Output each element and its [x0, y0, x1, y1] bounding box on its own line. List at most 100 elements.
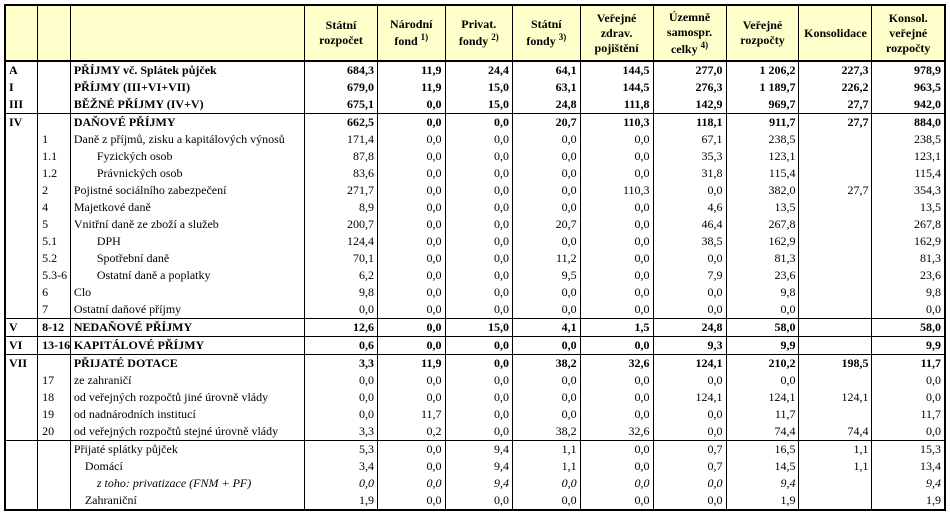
row-label: z toho: privatizace (FNM + PF)	[70, 475, 304, 492]
cell-value: 31,8	[653, 165, 726, 182]
cell-value: 0,0	[305, 372, 378, 389]
table-row: IIIBĚŽNÉ PŘÍJMY (IV+V)675,10,015,024,811…	[5, 96, 945, 114]
cell-value	[799, 492, 872, 510]
cell-value: 0,0	[305, 475, 378, 492]
cell-value: 11,9	[377, 355, 445, 373]
cell-value: 0,0	[445, 199, 513, 216]
row-num: 8-12	[38, 319, 71, 337]
cell-value: 6,2	[305, 267, 378, 284]
row-roman	[5, 301, 38, 319]
cell-value: 0,0	[377, 165, 445, 182]
cell-value: 0,0	[580, 406, 653, 423]
cell-value: 24,4	[445, 61, 513, 79]
row-num: 5.3-6	[38, 267, 71, 284]
cell-value: 675,1	[305, 96, 378, 114]
cell-value	[799, 372, 872, 389]
cell-value: 111,8	[580, 96, 653, 114]
cell-value: 124,1	[653, 355, 726, 373]
cell-value: 9,8	[726, 284, 799, 301]
cell-value: 0,0	[513, 148, 581, 165]
cell-value: 0,0	[872, 389, 945, 406]
cell-value: 382,0	[726, 182, 799, 199]
row-roman: VI	[5, 337, 38, 355]
cell-value: 0,0	[580, 389, 653, 406]
row-roman	[5, 423, 38, 441]
cell-value: 9,4	[445, 441, 513, 459]
table-row: Přijaté splátky půjček5,30,09,41,10,00,7…	[5, 441, 945, 459]
row-roman: I	[5, 79, 38, 96]
row-label: NEDAŇOVÉ PŘÍJMY	[70, 319, 304, 337]
cell-value: 0,0	[445, 492, 513, 510]
cell-value: 15,0	[445, 79, 513, 96]
cell-value	[799, 406, 872, 423]
cell-value: 162,9	[872, 233, 945, 250]
cell-value	[799, 301, 872, 319]
cell-value: 27,7	[799, 182, 872, 199]
cell-value: 238,5	[872, 131, 945, 148]
row-label: Zahraniční	[70, 492, 304, 510]
table-row: IPŘÍJMY (III+VI+VII)679,011,915,063,1144…	[5, 79, 945, 96]
cell-value: 0,0	[377, 199, 445, 216]
row-roman	[5, 475, 38, 492]
cell-value: 27,7	[799, 114, 872, 132]
row-label: Domácí	[70, 458, 304, 475]
row-label: KAPITÁLOVÉ PŘÍJMY	[70, 337, 304, 355]
table-row: Domácí3,40,09,41,10,00,714,51,113,4	[5, 458, 945, 475]
cell-value: 12,6	[305, 319, 378, 337]
cell-value: 0,0	[580, 216, 653, 233]
cell-value: 0,0	[445, 216, 513, 233]
cell-value: 11,9	[377, 61, 445, 79]
row-roman	[5, 148, 38, 165]
cell-value: 24,8	[513, 96, 581, 114]
cell-value: 0,0	[580, 284, 653, 301]
cell-value: 9,8	[305, 284, 378, 301]
cell-value: 11,7	[872, 406, 945, 423]
cell-value: 210,2	[726, 355, 799, 373]
cell-value: 0,0	[726, 372, 799, 389]
row-roman	[5, 406, 38, 423]
cell-value: 0,0	[653, 406, 726, 423]
cell-value: 87,8	[305, 148, 378, 165]
table-row: 18od veřejných rozpočtů jiné úrovně vlád…	[5, 389, 945, 406]
row-num: 4	[38, 199, 71, 216]
cell-value: 23,6	[726, 267, 799, 284]
row-num	[38, 441, 71, 459]
cell-value: 9,4	[445, 475, 513, 492]
col-header-0	[5, 5, 38, 61]
cell-value: 124,1	[799, 389, 872, 406]
row-roman	[5, 284, 38, 301]
cell-value: 0,0	[377, 182, 445, 199]
cell-value: 15,3	[872, 441, 945, 459]
row-num	[38, 458, 71, 475]
cell-value: 1,9	[872, 492, 945, 510]
cell-value	[799, 475, 872, 492]
cell-value: 24,8	[653, 319, 726, 337]
row-roman: A	[5, 61, 38, 79]
row-num: 19	[38, 406, 71, 423]
row-label: Daně z příjmů, zisku a kapitálových výno…	[70, 131, 304, 148]
row-label: Přijaté splátky půjček	[70, 441, 304, 459]
cell-value: 0,0	[513, 475, 581, 492]
cell-value: 9,9	[726, 337, 799, 355]
row-num: 18	[38, 389, 71, 406]
row-num: 7	[38, 301, 71, 319]
cell-value: 13,5	[726, 199, 799, 216]
cell-value: 238,5	[726, 131, 799, 148]
cell-value: 942,0	[872, 96, 945, 114]
cell-value: 15,0	[445, 96, 513, 114]
cell-value: 123,1	[726, 148, 799, 165]
table-row: Zahraniční1,90,00,00,00,00,01,91,9	[5, 492, 945, 510]
table-row: 17ze zahraničí0,00,00,00,00,00,00,00,0	[5, 372, 945, 389]
cell-value: 0,0	[513, 233, 581, 250]
cell-value: 267,8	[872, 216, 945, 233]
cell-value	[799, 165, 872, 182]
row-label: od veřejných rozpočtů jiné úrovně vlády	[70, 389, 304, 406]
cell-value: 7,9	[653, 267, 726, 284]
cell-value: 67,1	[653, 131, 726, 148]
cell-value: 0,0	[445, 233, 513, 250]
cell-value: 0,0	[653, 475, 726, 492]
row-num	[38, 114, 71, 132]
cell-value: 74,4	[799, 423, 872, 441]
cell-value	[799, 284, 872, 301]
cell-value: 0,6	[305, 337, 378, 355]
